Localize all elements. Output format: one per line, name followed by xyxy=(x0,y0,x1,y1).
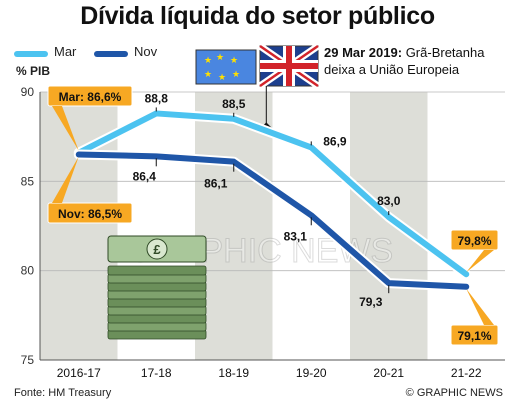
callout-nov-last: 79,1% xyxy=(450,288,499,346)
y-tick-label: 85 xyxy=(21,174,35,188)
callout-nov-first-box xyxy=(47,202,133,224)
y-tick-label: 90 xyxy=(21,85,35,99)
callout-mar-last-text: 79,8% xyxy=(457,234,491,248)
callout-nov-last-box xyxy=(450,324,499,346)
eu-star-icon: ★ xyxy=(218,72,226,82)
chart-title: Dívida líquida do setor público xyxy=(80,2,435,30)
annotation-date: 29 Mar 2019: xyxy=(324,45,403,60)
x-tick-label: 2016-17 xyxy=(57,366,101,380)
eu-star-icon: ★ xyxy=(230,55,238,65)
callout-mar-first-pointer xyxy=(52,106,79,151)
eu-star-icon: ★ xyxy=(204,69,212,79)
y-axis-label: % PIB xyxy=(16,64,51,78)
callout-mar-last-box xyxy=(450,229,499,251)
callout-nov-first-pointer xyxy=(52,156,79,203)
x-tick-label: 17-18 xyxy=(141,366,172,380)
pound-sign-icon: £ xyxy=(153,242,161,257)
legend-label-nov: Nov xyxy=(134,44,158,59)
callout-mar-first-box xyxy=(47,85,133,107)
x-tick-label: 18-19 xyxy=(218,366,249,380)
banknote xyxy=(107,265,207,276)
nov-data-label: 83,1 xyxy=(284,229,308,243)
mar-data-label: 88,8 xyxy=(145,91,169,105)
legend-swatch-nov xyxy=(94,51,128,57)
nov-data-label: 86,1 xyxy=(204,177,228,191)
x-tick-label: 20-21 xyxy=(373,366,404,380)
brexit-annotation: 29 Mar 2019: Grã-Bretanha deixa a União … xyxy=(324,44,514,78)
callout-mar-first-text: Mar: 86,6% xyxy=(59,90,122,104)
credit-note: © GRAPHIC NEWS xyxy=(405,387,503,399)
source-note: Fonte: HM Treasury xyxy=(14,387,112,399)
eu-star-icon: ★ xyxy=(204,55,212,65)
eu-star-icon: ★ xyxy=(216,52,224,62)
mar-data-label: 83,0 xyxy=(377,194,401,208)
column-band xyxy=(350,92,428,360)
series-lines xyxy=(73,108,472,292)
nov-data-label: 86,4 xyxy=(133,169,157,183)
callout-nov-last-text: 79,1% xyxy=(457,329,491,343)
series-line-mar xyxy=(75,110,470,278)
series-line-nov xyxy=(75,151,470,290)
callout-mar-first: Mar: 86,6% xyxy=(47,85,133,151)
legend-label-mar: Mar xyxy=(54,44,77,59)
eu-uk-flags-icon: ★ ★ ★ ★ ★ ★ xyxy=(195,43,320,89)
column-bands xyxy=(40,92,428,360)
callout-nov-first-text: Nov: 86,5% xyxy=(58,207,122,221)
x-tick-label: 19-20 xyxy=(296,366,327,380)
callout-mar-last-pointer xyxy=(466,250,494,273)
x-tick-label: 21-22 xyxy=(451,366,482,380)
callout-nov-last-pointer xyxy=(466,288,494,325)
mar-data-label: 86,9 xyxy=(323,134,347,148)
column-band xyxy=(40,92,118,360)
y-tick-label: 80 xyxy=(21,264,35,278)
eu-star-icon: ★ xyxy=(232,69,240,79)
nov-data-label: 79,3 xyxy=(359,295,383,309)
annotation-text: Grã-Bretanha deixa a União Europeia xyxy=(324,45,485,77)
callout-nov-first: Nov: 86,5% xyxy=(47,156,133,224)
axes: 75 80 85 90 2016-17 17-18 18-19 19-20 20-21 21-22 xyxy=(21,85,505,380)
column-band xyxy=(195,92,273,360)
legend-item-mar: Mar xyxy=(14,44,104,64)
callout-mar-last: 79,8% xyxy=(450,229,499,273)
y-tick-label: 75 xyxy=(21,353,35,367)
data-labels: Mar: 86,6% Nov: 86,5% 79,8% 79,1% 88,8 86,4 88… xyxy=(47,85,499,346)
legend-item-nov: Nov xyxy=(94,44,184,64)
pound-coin-icon xyxy=(146,238,168,260)
mar-data-label: 88,5 xyxy=(222,97,246,111)
money-stack-icon: £ xyxy=(107,235,207,340)
legend-swatch-mar xyxy=(14,51,48,57)
